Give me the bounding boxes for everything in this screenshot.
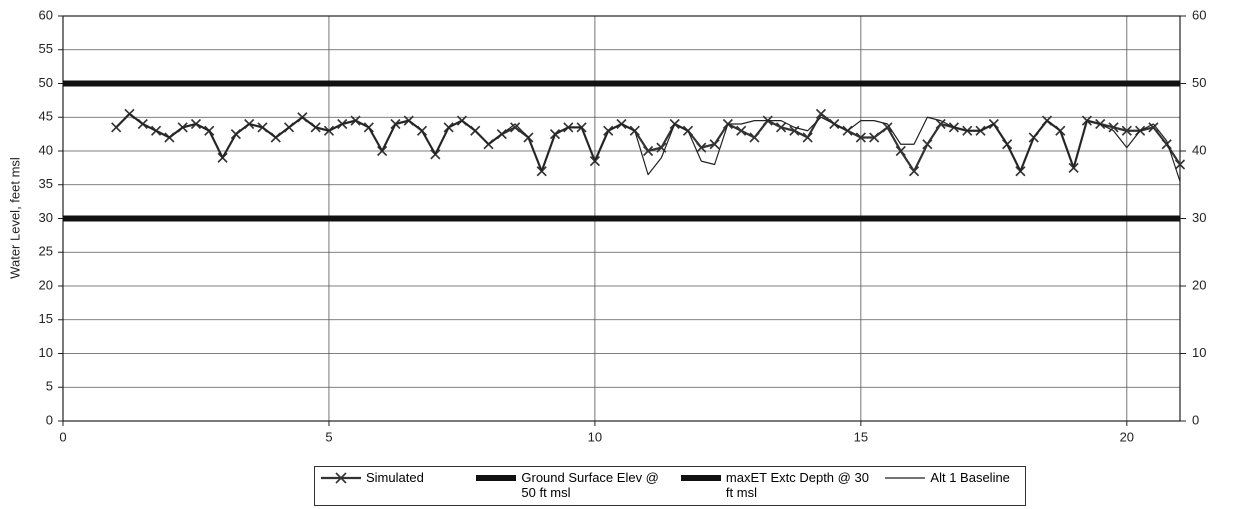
marker [1148,122,1159,133]
y-tick-label: 45 [39,109,53,124]
y-tick-label: 35 [39,176,53,191]
x-tick-label: 20 [1120,429,1134,444]
legend-label: maxET Extc Depth @ 30 ft msl [725,470,869,500]
legend-label: Alt 1 Baseline [930,470,1010,485]
marker [869,132,880,143]
y-tick-label: 15 [39,311,53,326]
legend-marker [335,472,347,484]
marker [696,142,707,153]
marker [776,122,787,133]
y2-tick-label: 50 [1192,75,1206,90]
x-tick-label: 15 [854,429,868,444]
x-tick-label: 10 [588,429,602,444]
y-tick-label: 30 [39,210,53,225]
y-tick-label: 40 [39,142,53,157]
y2-tick-label: 10 [1192,345,1206,360]
chart: Water Level, feet msl 0 5 10 15 20 25 30 35 40 45… [7,7,1206,444]
marker [1161,139,1172,150]
y-tick-label: 60 [39,7,53,22]
series-line [115,112,1181,173]
marker [922,139,933,150]
y-tick-label: 25 [39,244,53,259]
x-tick-label: 0 [59,429,66,444]
legend-item: maxET Extc Depth @ 30 ft msl [679,470,876,500]
marker [855,132,866,143]
legend: Simulated Ground Surface Elev @ 50 ft msl… [314,466,1026,506]
legend-swatch [680,475,721,481]
y-axis-label: Water Level, feet msl [7,157,22,279]
y-tick-label: 5 [46,379,53,394]
y-tick-label: 0 [46,412,53,427]
series-line [115,113,1181,182]
y2-tick-label: 40 [1192,142,1206,157]
y2-tick-label: 0 [1192,412,1199,427]
marker [1174,159,1186,170]
y-tick-label: 20 [39,277,53,292]
legend-swatch [476,475,517,481]
marker [815,108,827,119]
legend-swatch [885,477,926,479]
marker [736,125,747,136]
y2-tick-label: 60 [1192,7,1206,22]
marker [895,145,906,157]
legend-label: Simulated [366,470,424,485]
legend-item: Ground Surface Elev @ 50 ft msl [474,470,671,500]
y-tick-label: 50 [39,75,53,90]
marker [709,139,720,150]
legend-label: Ground Surface Elev @ 50 ft msl [521,470,659,500]
y-tick-label: 55 [39,41,53,56]
y2-tick-label: 30 [1192,210,1206,225]
marker [1121,125,1132,136]
y2-tick-label: 20 [1192,277,1206,292]
marker [749,132,760,143]
marker [802,132,813,143]
marker [1108,122,1119,133]
marker [908,166,920,177]
legend-item: Simulated [319,470,466,485]
legend-swatch [321,472,361,484]
marker [935,118,946,130]
marker [510,122,521,133]
x-tick-label: 5 [325,429,332,444]
marker [882,122,893,133]
y-tick-label: 10 [39,345,53,360]
legend-item: Alt 1 Baseline [883,470,1021,485]
marker [643,145,654,157]
